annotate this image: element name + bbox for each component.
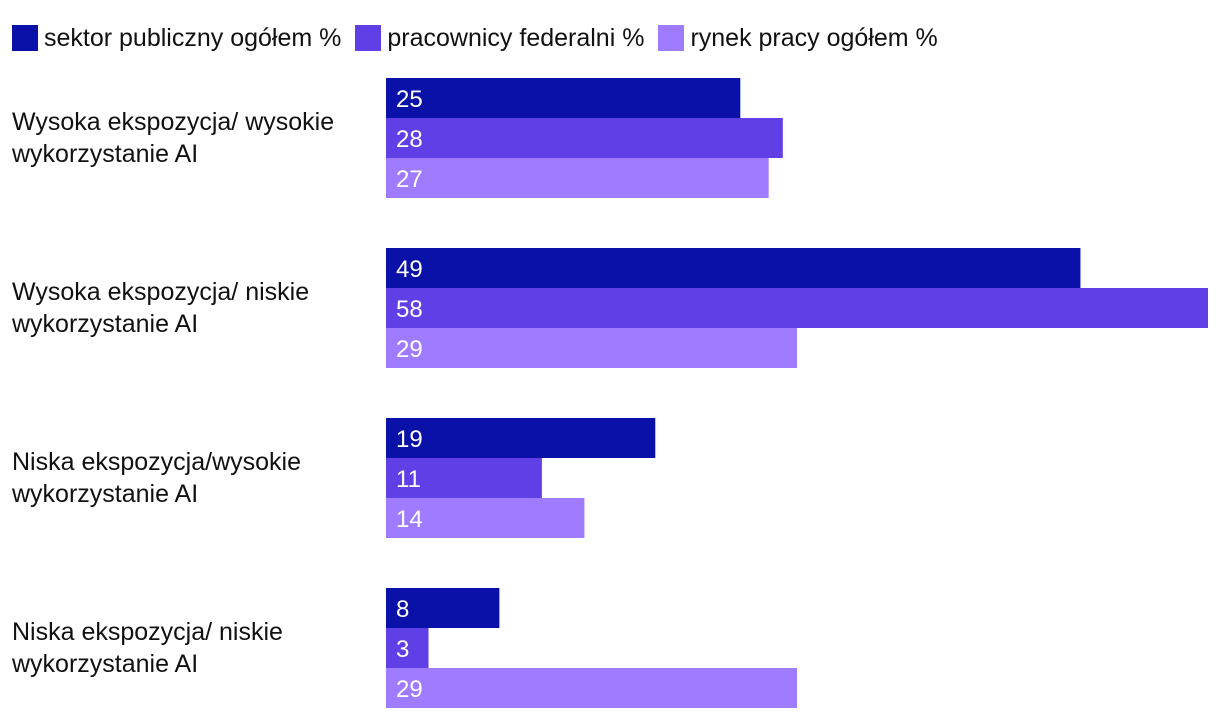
legend-label-public-sector: sektor publiczny ogółem % [44, 23, 342, 52]
value-label-1-series-3: 27 [396, 166, 423, 193]
legend-swatch-labor-market [658, 25, 685, 51]
value-label-2-series-3: 29 [396, 336, 423, 363]
legend-label-labor-market: rynek pracy ogółem % [690, 23, 938, 52]
category-label-4: Niska ekspozycja/ niskie wykorzystanie AI [11, 618, 283, 678]
value-label-1-series-1: 25 [396, 86, 423, 113]
value-label-4-series-2: 3 [396, 636, 409, 663]
bar-4-series-3 [386, 668, 797, 708]
bar-1-series-2 [386, 118, 783, 158]
bar-4-series-2 [386, 628, 429, 668]
category-label-line: wykorzystanie AI [11, 140, 198, 168]
legend-swatch-public-sector [12, 25, 38, 51]
legend-label-federal-workers: pracownicy federalni % [387, 23, 645, 52]
category-label-line: Wysoka ekspozycja/ wysokie [12, 108, 334, 136]
legend-item-federal-workers: pracownicy federalni % [355, 24, 644, 53]
value-label-3-series-1: 19 [396, 426, 423, 453]
category-label-line: wykorzystanie AI [11, 310, 198, 338]
legend-item-public-sector: sektor publiczny ogółem % [12, 24, 341, 53]
category-label-3: Niska ekspozycja/wysokie wykorzystanie AI [11, 448, 301, 508]
category-label-line: wykorzystanie AI [11, 480, 198, 508]
value-label-4-series-1: 8 [396, 596, 409, 623]
value-label-1-series-2: 28 [396, 126, 423, 153]
bar-2-series-3 [386, 328, 797, 368]
category-label-line: Niska ekspozycja/ niskie [12, 618, 283, 646]
value-label-3-series-2: 11 [396, 466, 421, 493]
value-label-2-series-1: 49 [396, 256, 423, 283]
category-label-line: wykorzystanie AI [11, 650, 198, 678]
bar-1-series-1 [386, 78, 741, 118]
bar-4-series-1 [386, 588, 500, 628]
bar-2-series-2 [386, 288, 1208, 328]
bar-3-series-1 [386, 418, 656, 458]
bar-2-series-1 [386, 248, 1081, 288]
bar-1-series-3 [386, 158, 769, 198]
category-label-1: Wysoka ekspozycja/ wysokie wykorzystanie … [11, 108, 334, 168]
category-label-line: Wysoka ekspozycja/ niskie [12, 278, 309, 306]
bar-3-series-3 [386, 498, 585, 538]
legend-item-labor-market: rynek pracy ogółem % [658, 23, 938, 53]
bar-3-series-2 [386, 458, 542, 498]
value-label-2-series-2: 58 [396, 296, 423, 323]
category-label-2: Wysoka ekspozycja/ niskie wykorzystanie A… [11, 278, 309, 338]
legend: sektor publiczny ogółem % pracownicy fed… [12, 20, 952, 56]
value-label-4-series-3: 29 [396, 676, 423, 703]
legend-swatch-federal-workers [355, 25, 382, 51]
value-label-3-series-3: 14 [396, 506, 423, 533]
category-label-line: Niska ekspozycja/wysokie [12, 448, 301, 476]
